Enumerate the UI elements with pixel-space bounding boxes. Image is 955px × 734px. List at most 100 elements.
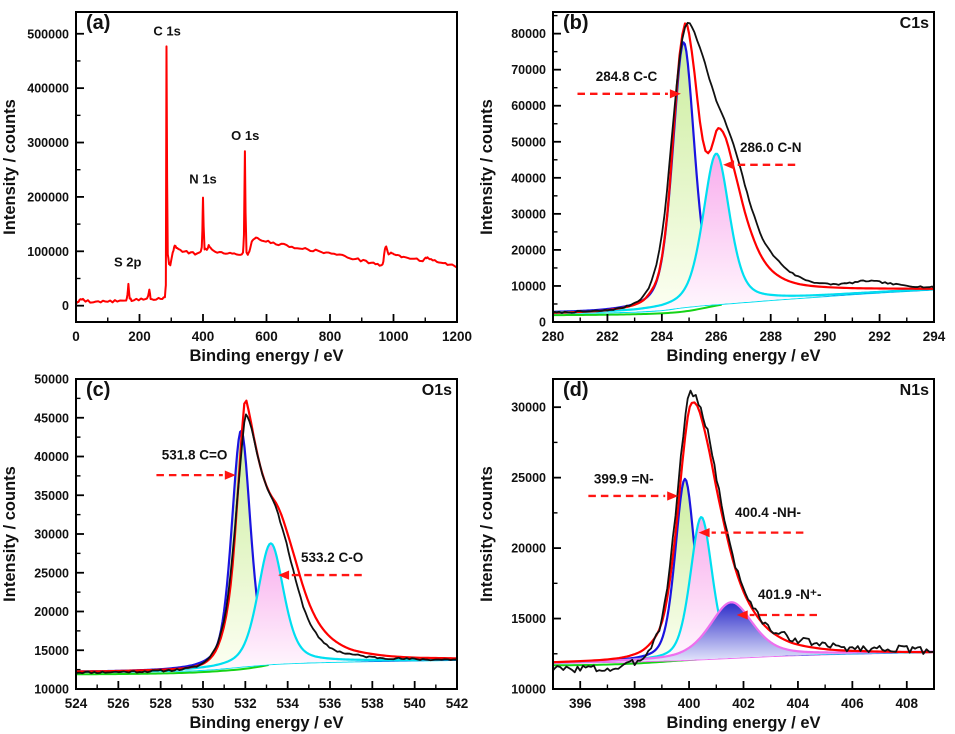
plot-area <box>76 45 457 305</box>
minor-component-green-curve <box>553 303 722 317</box>
component-c-o-533-2-fill <box>76 543 457 672</box>
x-tick-label: 404 <box>787 696 810 711</box>
panel-title-o1s: O1s <box>421 382 452 399</box>
x-tick-label: 524 <box>65 696 88 711</box>
y-tick-label: 200000 <box>27 190 69 204</box>
x-tick-label: 402 <box>732 696 755 711</box>
annotation-label: 286.0 C-N <box>740 140 802 155</box>
annotation-label: 399.9 =N- <box>594 471 654 486</box>
y-tick-label: 50000 <box>511 135 546 149</box>
panel-letter-c: (c) <box>86 379 111 401</box>
plot-border <box>75 378 458 690</box>
component-c-n-286-0-fill <box>553 153 934 313</box>
y-tick-label: 60000 <box>511 99 546 113</box>
plot-border <box>552 11 935 323</box>
x-tick-label: 534 <box>276 696 299 711</box>
raw-data-curve <box>553 21 934 314</box>
y-tick-label: 80000 <box>511 27 546 41</box>
x-tick-label: 282 <box>596 329 619 344</box>
y-tick-label: 15000 <box>34 644 69 658</box>
y-tick-label: 20000 <box>511 243 546 257</box>
x-tick-label: 400 <box>678 696 701 711</box>
plot-area <box>553 389 934 674</box>
x-tick-label: 532 <box>234 696 257 711</box>
x-tick-label: 286 <box>705 329 728 344</box>
y-tick-label: 40000 <box>34 450 69 464</box>
panel-b-c1s: (b) C1s 280 282 284 286 288 290 292 294 0 10000 20… <box>477 0 955 367</box>
x-axis-label: Binding energy / eV <box>189 714 343 732</box>
y-tick-label: 10000 <box>511 279 546 293</box>
component-n-plus-401-9-fill <box>553 602 934 663</box>
annotation-label: 533.2 C-O <box>301 550 363 565</box>
component-c-n-286-0-curve <box>553 152 934 314</box>
y-tick-label: 30000 <box>511 401 546 415</box>
x-tick-label: 0 <box>72 329 80 344</box>
y-tick-label: 45000 <box>34 411 69 425</box>
peak-label: O 1s <box>231 128 259 143</box>
x-axis-label: Binding energy / eV <box>666 347 820 365</box>
x-tick-label: 294 <box>923 329 946 344</box>
annotation-label: 531.8 C=O <box>162 448 228 463</box>
annotation-arrowhead <box>278 570 290 580</box>
x-tick-label: 538 <box>361 696 384 711</box>
y-axis-label: Intensity / counts <box>1 466 19 602</box>
y-tick-label: 25000 <box>34 566 69 580</box>
plot-area <box>553 21 934 317</box>
n1s-chart: 396 398 400 402 404 406 408 10000 15000 20000 2500… <box>478 378 935 732</box>
survey-spectrum-curve <box>76 45 457 305</box>
x-tick-label: 540 <box>403 696 426 711</box>
panel-title-c1s: C1s <box>899 15 929 32</box>
x-tick-label: 280 <box>542 329 565 344</box>
x-tick-label: 406 <box>841 696 864 711</box>
panel-letter-a: (a) <box>86 12 111 34</box>
annotation-arrowhead <box>667 491 679 501</box>
axis-ticks <box>75 378 458 690</box>
peak-label: S 2p <box>114 255 142 270</box>
annotation-arrowhead <box>669 89 681 99</box>
peak-label: N 1s <box>189 171 216 186</box>
panel-title-n1s: N1s <box>899 382 929 399</box>
x-tick-label: 542 <box>446 696 469 711</box>
raw-data-curve <box>76 413 457 675</box>
x-tick-label: 398 <box>623 696 646 711</box>
x-tick-label: 284 <box>651 329 674 344</box>
y-axis-label: Intensity / counts <box>478 99 496 235</box>
x-tick-label: 290 <box>814 329 837 344</box>
y-tick-label: 30000 <box>511 207 546 221</box>
annotation-arrowhead <box>224 470 236 480</box>
plot-border <box>75 11 458 323</box>
plot-area <box>76 399 457 676</box>
y-tick-label: 10000 <box>34 683 69 697</box>
x-tick-label: 1200 <box>442 329 472 344</box>
y-tick-label: 70000 <box>511 63 546 77</box>
annotation-label: 401.9 -N⁺- <box>758 587 821 602</box>
annotation-arrowhead <box>698 528 710 538</box>
y-tick-label: 10000 <box>511 683 546 697</box>
panel-a-survey: (a) 0 200 400 600 800 1000 1200 0 100000 200000 30… <box>0 0 478 367</box>
y-tick-label: 25000 <box>511 471 546 485</box>
xps-survey-chart: 0 200 400 600 800 1000 1200 0 100000 200000 300000… <box>1 11 472 365</box>
y-tick-label: 0 <box>62 299 69 313</box>
x-tick-label: 526 <box>107 696 130 711</box>
axis-ticks <box>75 32 458 322</box>
y-tick-label: 50000 <box>34 373 69 387</box>
x-axis-label: Binding energy / eV <box>189 347 343 365</box>
x-tick-label: 200 <box>128 329 151 344</box>
y-axis-label: Intensity / counts <box>1 99 19 235</box>
plot-border <box>552 378 935 690</box>
panel-c-o1s: (c) O1s 524 526 528 530 532 534 536 538 540 542 10… <box>0 367 478 734</box>
x-tick-label: 800 <box>319 329 342 344</box>
annotation-arrowhead <box>736 610 748 620</box>
annotation-label: 400.4 -NH- <box>735 505 801 520</box>
x-tick-label: 292 <box>868 329 891 344</box>
fit-envelope-curve <box>553 22 934 314</box>
o1s-chart: 524 526 528 530 532 534 536 538 540 542 10000 15000… <box>1 373 469 733</box>
minor-component-green-curve <box>76 663 269 676</box>
y-tick-label: 400000 <box>27 82 69 96</box>
raw-data-curve <box>553 389 934 674</box>
y-axis-label: Intensity / counts <box>478 466 496 602</box>
annotation-label: 284.8 C-C <box>596 69 658 84</box>
y-tick-label: 100000 <box>27 245 69 259</box>
y-tick-label: 300000 <box>27 136 69 150</box>
